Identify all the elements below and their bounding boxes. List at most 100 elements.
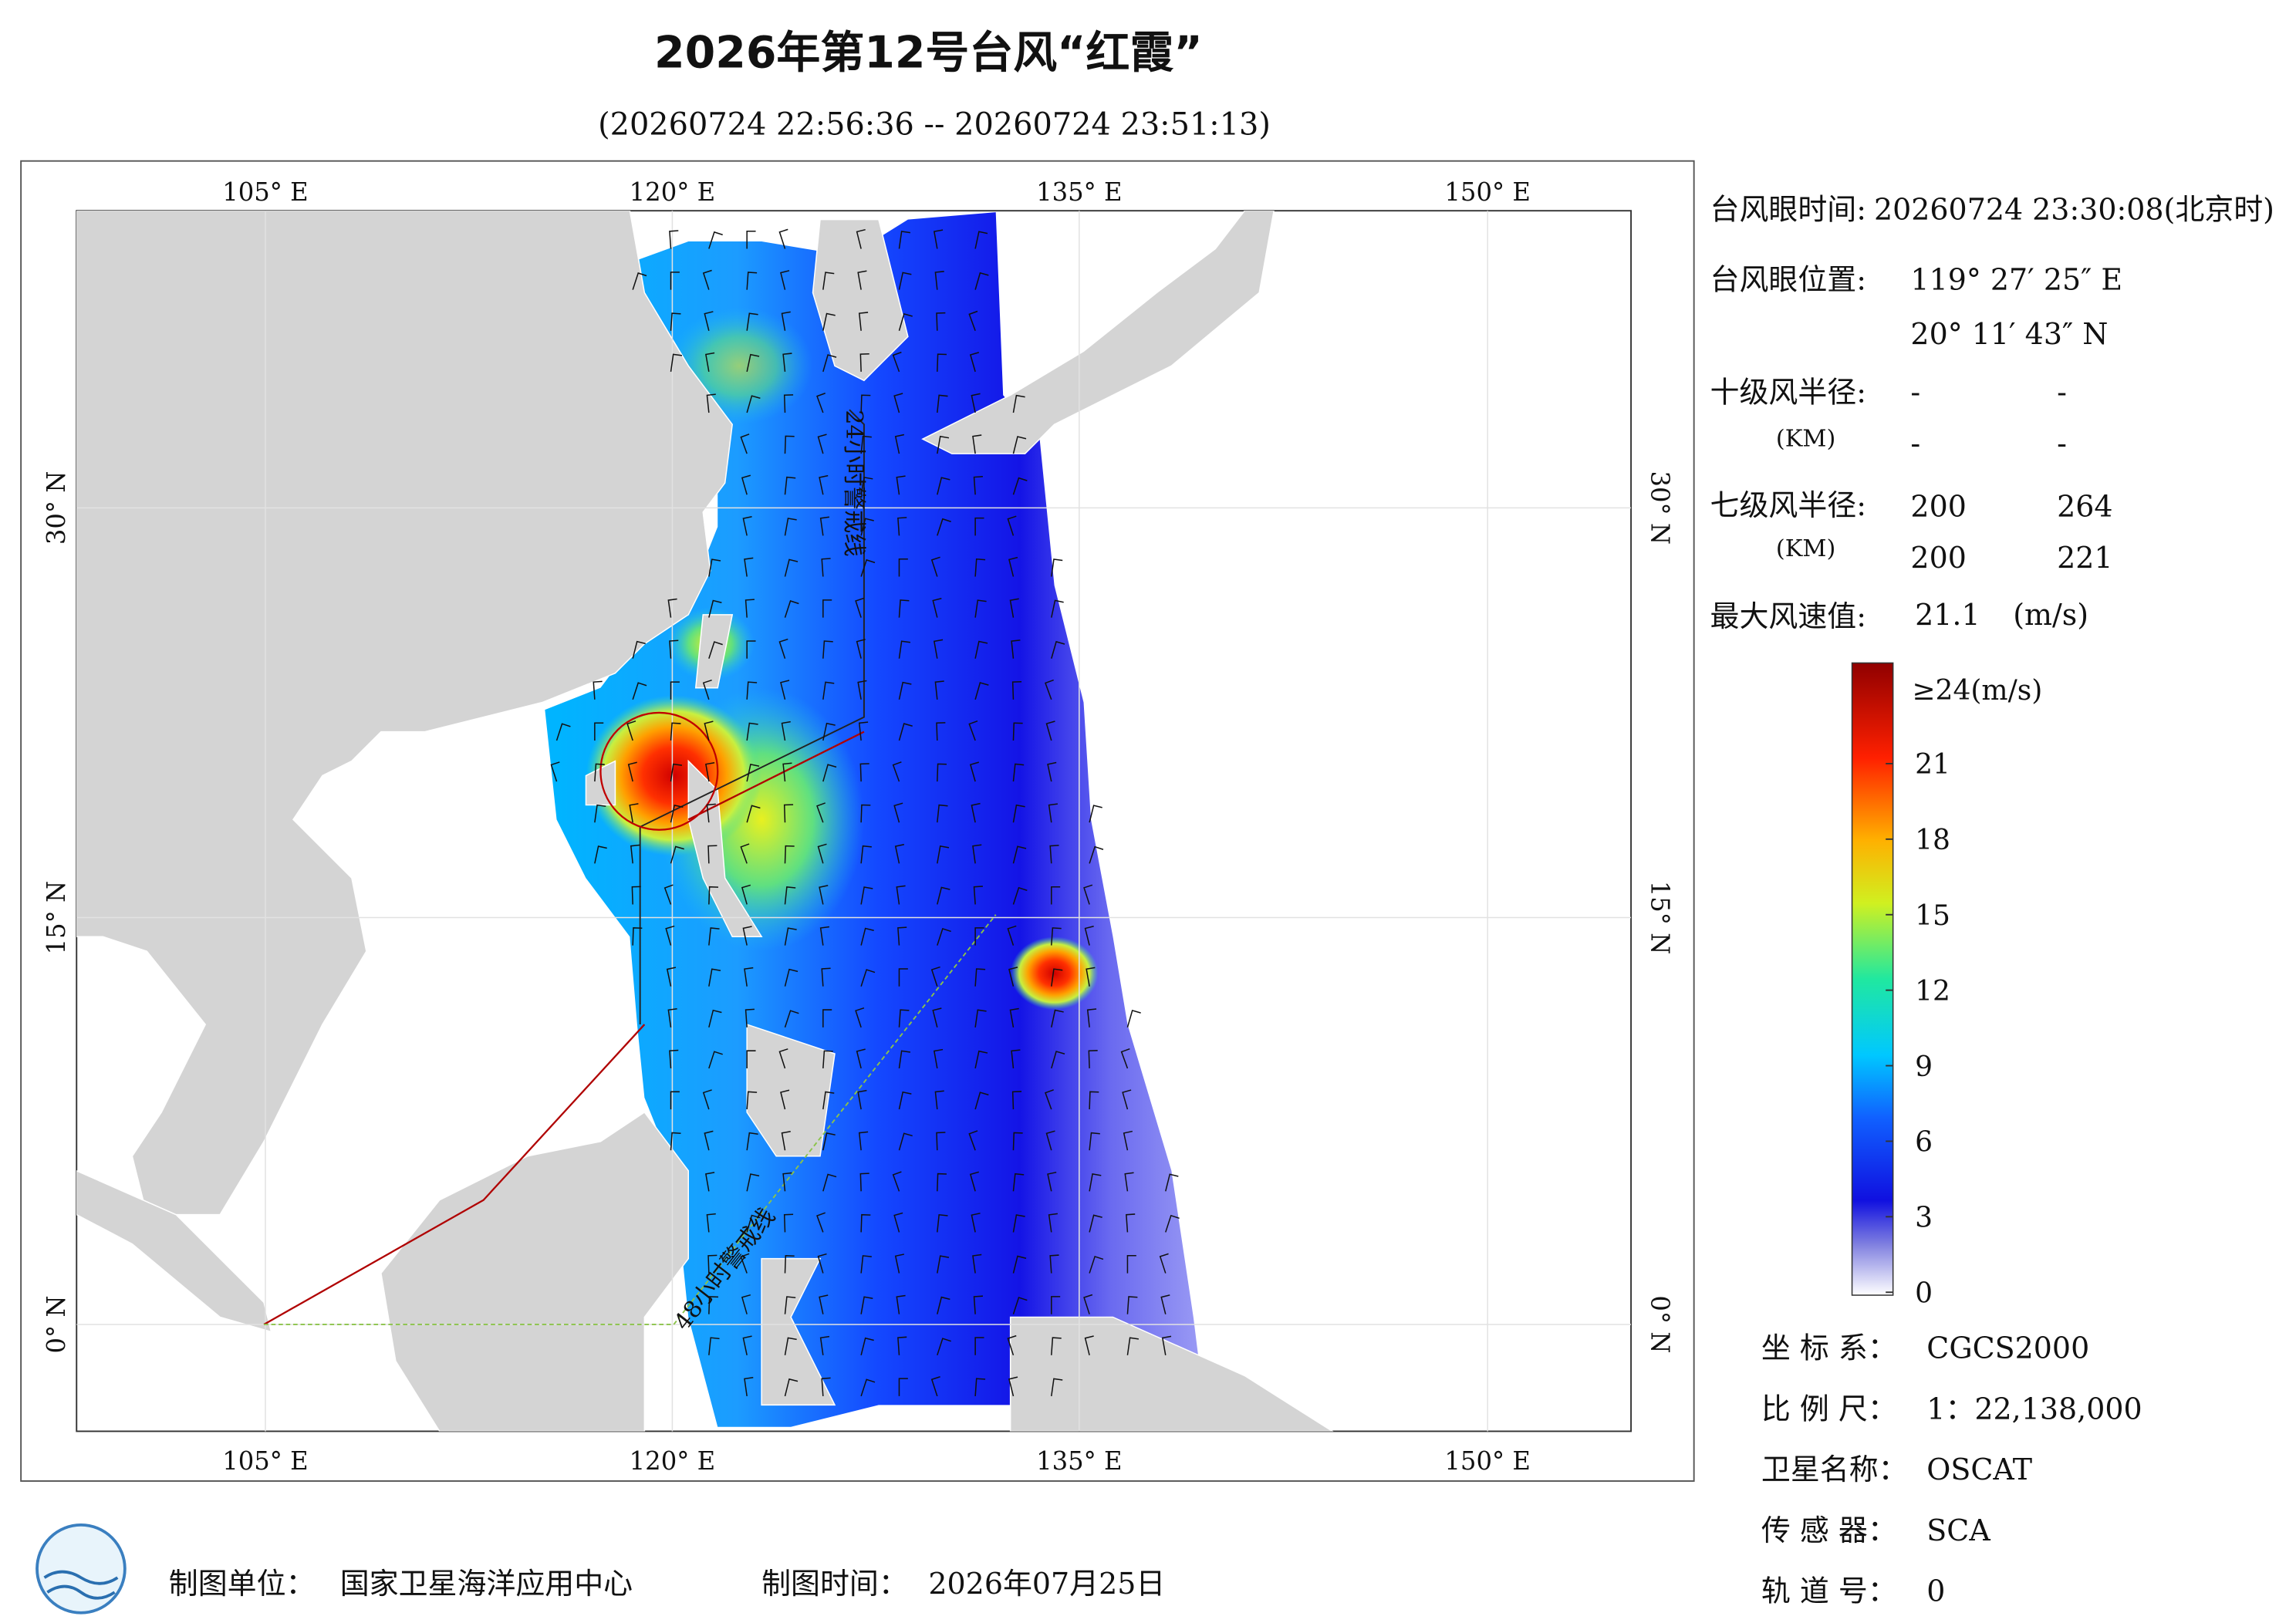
wind-barb bbox=[822, 1050, 833, 1069]
value: - bbox=[1910, 376, 1920, 410]
wind-barb bbox=[708, 599, 722, 618]
wind-barb bbox=[857, 1089, 867, 1110]
wind-barb bbox=[741, 474, 751, 495]
wind-barb bbox=[972, 434, 982, 454]
wind-barb bbox=[626, 720, 636, 741]
colorbar-tick-label: 0 bbox=[1915, 1278, 1933, 1310]
wind-barb bbox=[594, 845, 607, 864]
wind-barb bbox=[937, 886, 950, 905]
wind-barb bbox=[778, 228, 788, 249]
wind-barb bbox=[778, 1048, 788, 1069]
wind-barb bbox=[670, 1091, 680, 1110]
logo bbox=[35, 1523, 127, 1615]
wind-barb bbox=[705, 1172, 715, 1192]
wind-barb bbox=[973, 1295, 983, 1314]
wind-barb bbox=[1011, 639, 1021, 659]
wind-barb bbox=[708, 1296, 719, 1314]
wind-barb bbox=[1089, 1255, 1104, 1274]
wind-barb bbox=[971, 1213, 981, 1233]
wind-barb bbox=[974, 272, 989, 290]
wind-barb bbox=[822, 1173, 837, 1192]
label: (KM) bbox=[1776, 426, 1835, 453]
wind-barb bbox=[937, 518, 951, 536]
wind-barb bbox=[860, 558, 876, 577]
wind-barb bbox=[783, 1213, 794, 1233]
wind-barb bbox=[860, 518, 874, 536]
wind-barb bbox=[896, 885, 906, 905]
label: 台风眼位置: bbox=[1710, 263, 1866, 297]
wind-barb bbox=[822, 272, 835, 290]
wind-barb bbox=[630, 844, 640, 864]
wind-barb bbox=[746, 230, 756, 249]
wind-barb bbox=[974, 927, 984, 946]
wind-barb bbox=[898, 640, 911, 659]
wind-barb bbox=[784, 927, 797, 946]
wind-barb bbox=[934, 271, 944, 290]
wind-barb bbox=[894, 434, 905, 454]
wind-barb bbox=[898, 558, 908, 577]
wind-barb bbox=[1083, 1294, 1093, 1314]
r7-circle bbox=[599, 711, 719, 831]
wind-barb bbox=[896, 1294, 906, 1314]
wind-barb bbox=[860, 1213, 871, 1233]
wind-barb bbox=[1009, 1007, 1019, 1027]
wind-barb bbox=[822, 1009, 832, 1027]
wind-barb bbox=[897, 926, 907, 946]
wind-barb bbox=[708, 886, 719, 905]
wind-barb bbox=[746, 1214, 761, 1233]
wind-barb bbox=[974, 599, 987, 618]
wind-barb bbox=[819, 926, 830, 946]
wind-barb bbox=[974, 640, 988, 659]
wind-barb bbox=[858, 312, 869, 331]
wind-barb bbox=[822, 1091, 835, 1110]
label: 制图单位： bbox=[169, 1567, 316, 1601]
value: - bbox=[1910, 427, 1920, 461]
wind-barb bbox=[1051, 1378, 1063, 1397]
wind-barb bbox=[937, 763, 947, 782]
wind-barb bbox=[816, 393, 826, 413]
wind-barb bbox=[669, 230, 679, 249]
wind-barb bbox=[555, 723, 571, 741]
wind-barb bbox=[550, 761, 560, 782]
wind-barb bbox=[936, 1132, 946, 1151]
wind-barb bbox=[746, 1132, 758, 1151]
wind-barb bbox=[892, 351, 902, 373]
label: 台风眼时间: bbox=[1710, 193, 1866, 227]
wind-barb bbox=[594, 722, 604, 741]
value: - bbox=[2057, 376, 2067, 410]
wind-barb bbox=[894, 843, 905, 864]
wind-barb bbox=[932, 1007, 942, 1028]
wind-barb bbox=[898, 312, 913, 331]
wind-barb bbox=[821, 967, 831, 987]
map: 24小时警戒线 48小时警戒线 bbox=[76, 211, 1632, 1432]
value: 221 bbox=[2057, 541, 2112, 575]
wind-barb bbox=[893, 393, 903, 413]
colorbar-tick-label: 9 bbox=[1915, 1051, 1933, 1083]
wind-barb bbox=[627, 761, 637, 782]
wind-barb bbox=[892, 1171, 902, 1192]
wind-barb bbox=[974, 231, 988, 249]
wind-barb bbox=[821, 558, 831, 577]
wind-barb bbox=[859, 763, 869, 782]
wind-barb bbox=[898, 272, 912, 290]
wind-barb bbox=[778, 638, 788, 659]
meta-label: 卫星名称： bbox=[1761, 1453, 1908, 1486]
wind-barb bbox=[1012, 1297, 1028, 1314]
value: 国家卫星海洋应用中心 bbox=[340, 1567, 633, 1601]
warning-line-48h bbox=[264, 914, 997, 1325]
wind-barb bbox=[898, 599, 910, 618]
wind-barb bbox=[937, 1296, 950, 1314]
wind-barb bbox=[746, 681, 758, 700]
wind-barb bbox=[1012, 845, 1027, 864]
wind-barb bbox=[663, 884, 674, 905]
wind-barb bbox=[669, 639, 679, 659]
wind-barb bbox=[1086, 967, 1096, 987]
wind-barb bbox=[1047, 1171, 1057, 1192]
wind-barb bbox=[858, 721, 869, 741]
wind-barb bbox=[968, 310, 978, 332]
wind-barb bbox=[817, 843, 827, 864]
meta-value: OSCAT bbox=[1926, 1453, 2032, 1486]
wind-barb bbox=[708, 1009, 722, 1028]
wind-barb bbox=[969, 1171, 980, 1192]
